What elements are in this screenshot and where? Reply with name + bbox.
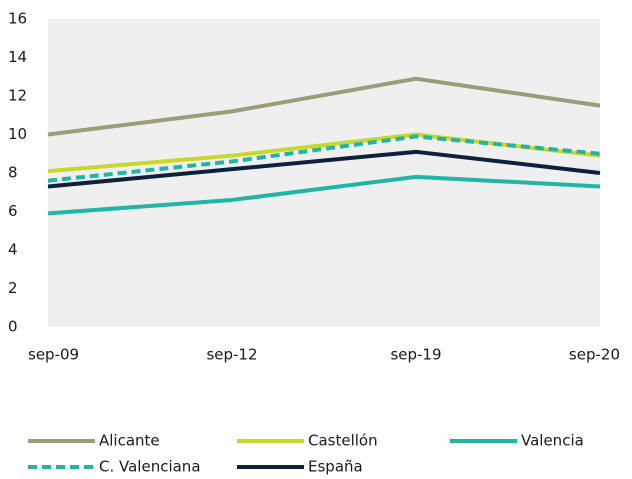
legend-label: C. Valenciana	[99, 458, 201, 476]
y-tick-label: 4	[8, 241, 18, 259]
series-line	[47, 149, 601, 189]
y-tick-label: 6	[8, 202, 18, 220]
legend-label: Castellón	[308, 432, 378, 450]
y-tick-label: 14	[8, 48, 27, 66]
y-tick-label: 16	[8, 10, 27, 28]
y-tick-label: 2	[8, 279, 18, 297]
legend-label: Valencia	[521, 432, 584, 450]
series-line	[47, 134, 601, 183]
x-tick-label: sep-12	[206, 346, 257, 364]
plot-area	[48, 19, 600, 327]
legend-label: Alicante	[99, 432, 160, 450]
y-tick-label: 8	[8, 164, 18, 182]
x-tick-label: sep-20	[569, 346, 620, 364]
y-tick-label: 12	[8, 87, 27, 105]
x-tick-label: sep-09	[28, 346, 79, 364]
legend-label: España	[308, 458, 363, 476]
series-line	[47, 174, 601, 216]
series-line	[47, 76, 601, 137]
x-tick-label: sep-19	[390, 346, 441, 364]
y-tick-label: 0	[8, 318, 18, 336]
y-tick-label: 10	[8, 125, 27, 143]
